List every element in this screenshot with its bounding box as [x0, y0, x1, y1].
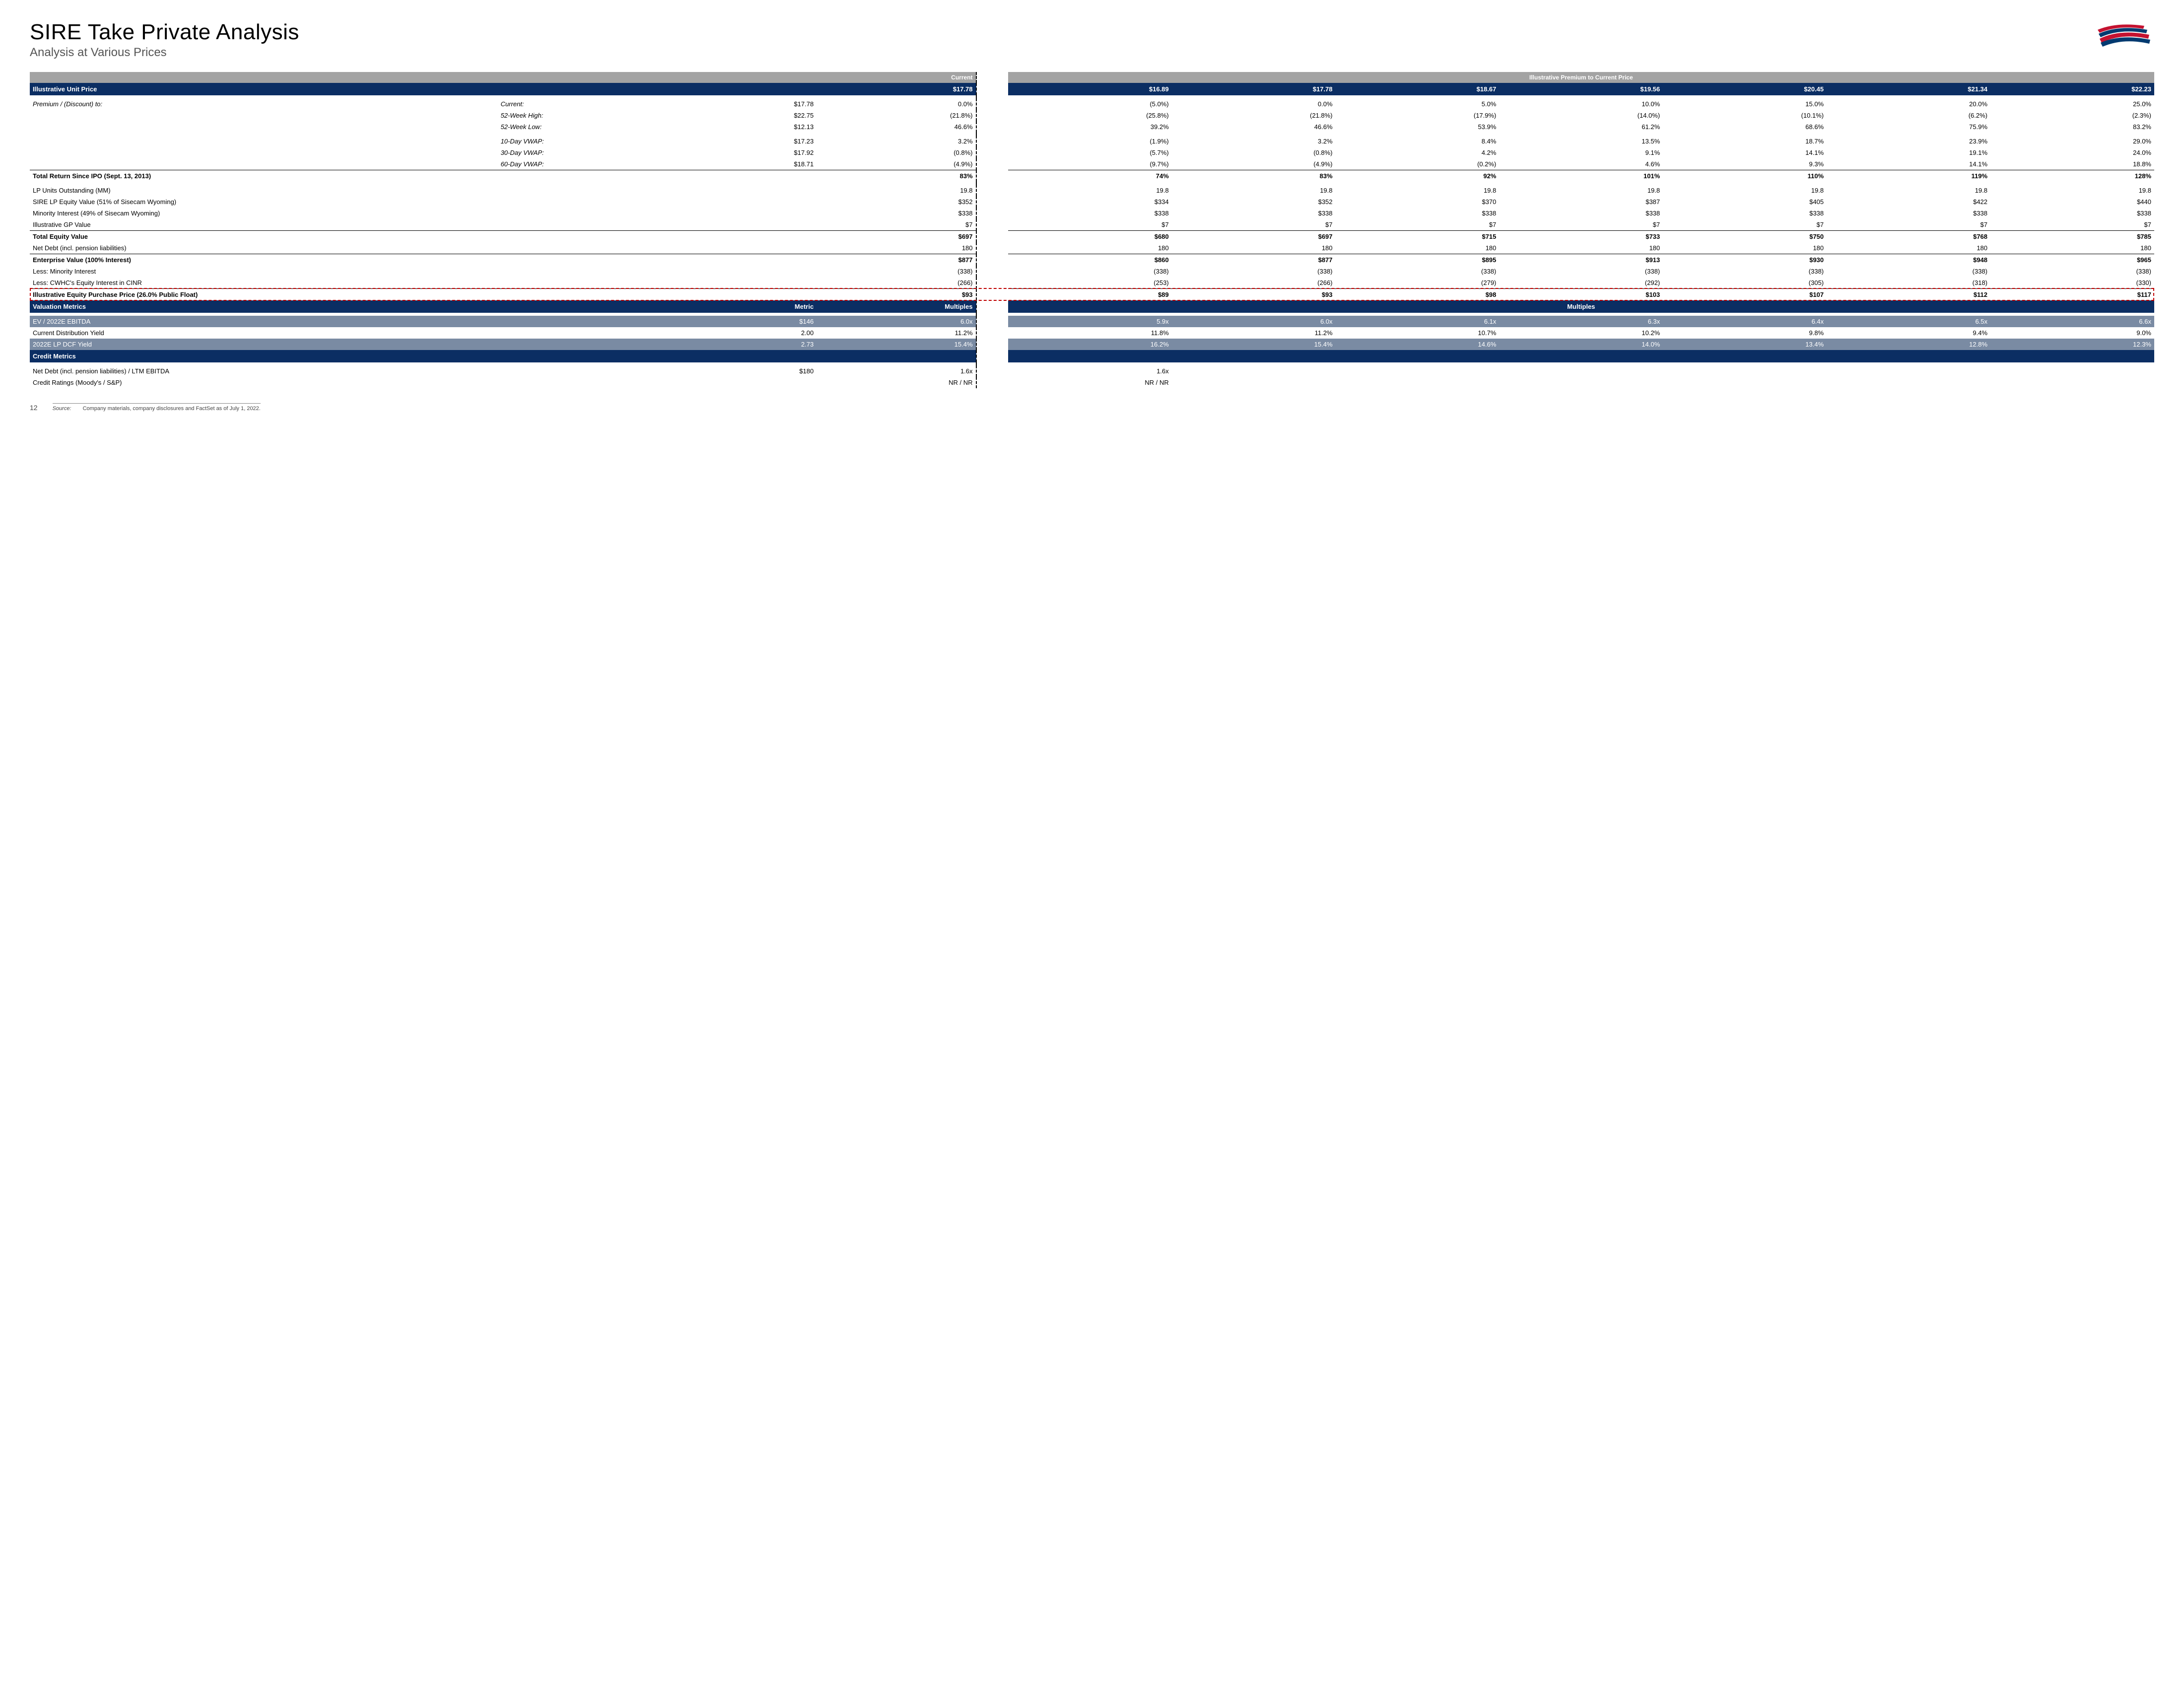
build-row: Illustrative GP Value$7$7$7$7$7$7$7$7	[30, 219, 2154, 231]
valuation-row: Current Distribution Yield2.0011.2%11.8%…	[30, 327, 2154, 339]
valuation-header: Valuation MetricsMetricMultiplesMultiple…	[30, 300, 2154, 313]
credit-header: Credit Metrics	[30, 350, 2154, 362]
premium-row: 30-Day VWAP:$17.92(0.8%)(5.7%)(0.8%)4.2%…	[30, 147, 2154, 158]
build-row: Minority Interest (49% of Sisecam Wyomin…	[30, 208, 2154, 219]
analysis-table: CurrentIllustrative Premium to Current P…	[30, 72, 2154, 388]
build-row: Net Debt (incl. pension liabilities)1801…	[30, 242, 2154, 254]
page-number: 12	[30, 404, 38, 412]
credit-row: Credit Ratings (Moody's / S&P)NR / NRNR …	[30, 377, 2154, 388]
build-row: Total Equity Value$697$680$697$715$733$7…	[30, 231, 2154, 243]
build-row: SIRE LP Equity Value (51% of Sisecam Wyo…	[30, 196, 2154, 208]
build-row: Less: CWHC's Equity Interest in CINR(266…	[30, 277, 2154, 289]
valuation-row: 2022E LP DCF Yield2.7315.4%16.2%15.4%14.…	[30, 339, 2154, 350]
source-line: Source: Company materials, company discl…	[53, 403, 261, 412]
premium-row: 52-Week Low:$12.1346.6%39.2%46.6%53.9%61…	[30, 121, 2154, 133]
column-header-bar: CurrentIllustrative Premium to Current P…	[30, 72, 2154, 83]
credit-row: Net Debt (incl. pension liabilities) / L…	[30, 365, 2154, 377]
valuation-row: EV / 2022E EBITDA$1466.0x5.9x6.0x6.1x6.3…	[30, 316, 2154, 327]
page-title: SIRE Take Private Analysis	[30, 20, 299, 45]
page-subtitle: Analysis at Various Prices	[30, 46, 299, 60]
total-return-row: Total Return Since IPO (Sept. 13, 2013)8…	[30, 170, 2154, 182]
premium-row: Premium / (Discount) to:Current:$17.780.…	[30, 98, 2154, 110]
bofa-logo-icon	[2095, 20, 2154, 50]
unit-price-row: Illustrative Unit Price$17.78$16.89$17.7…	[30, 83, 2154, 95]
premium-row: 52-Week High:$22.75(21.8%)(25.8%)(21.8%)…	[30, 110, 2154, 121]
purchase-price-row: Illustrative Equity Purchase Price (26.0…	[30, 289, 2154, 301]
build-row: LP Units Outstanding (MM)19.819.819.819.…	[30, 185, 2154, 196]
premium-row: 10-Day VWAP:$17.233.2%(1.9%)3.2%8.4%13.5…	[30, 136, 2154, 147]
build-row: Less: Minority Interest(338)(338)(338)(3…	[30, 266, 2154, 277]
build-row: Enterprise Value (100% Interest)$877$860…	[30, 254, 2154, 266]
premium-row: 60-Day VWAP:$18.71(4.9%)(9.7%)(4.9%)(0.2…	[30, 158, 2154, 170]
